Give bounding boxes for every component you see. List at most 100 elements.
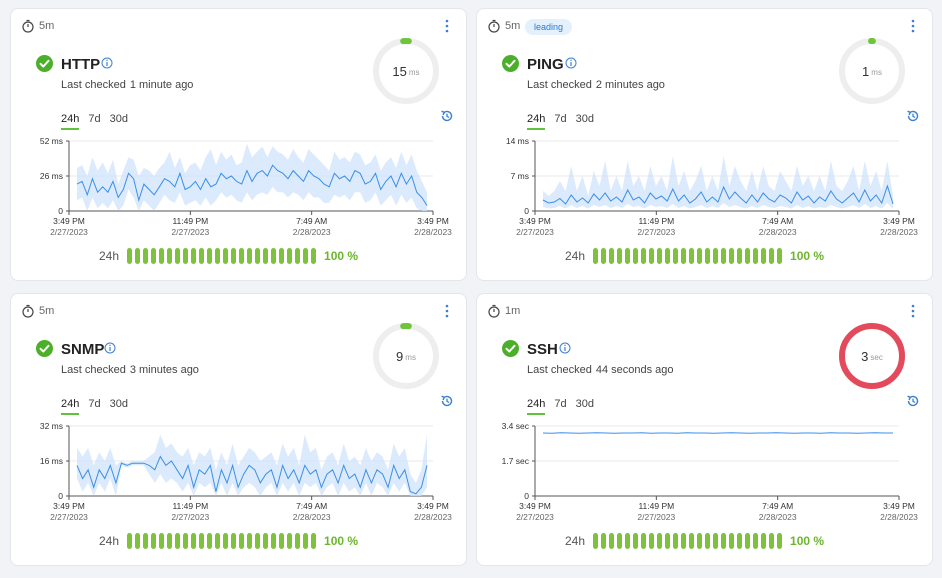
uptime-segment[interactable]: [665, 533, 671, 549]
tab-7d[interactable]: 7d: [554, 113, 567, 125]
uptime-segment[interactable]: [721, 533, 727, 549]
uptime-segment[interactable]: [617, 533, 623, 549]
uptime-segment[interactable]: [649, 533, 655, 549]
more-menu-icon[interactable]: [441, 17, 453, 35]
uptime-segment[interactable]: [593, 533, 599, 549]
uptime-segment[interactable]: [263, 248, 269, 264]
uptime-segment[interactable]: [215, 533, 221, 549]
tab-24h[interactable]: 24h: [527, 113, 546, 130]
uptime-segment[interactable]: [279, 533, 285, 549]
uptime-segment[interactable]: [673, 248, 679, 264]
uptime-segment[interactable]: [271, 248, 277, 264]
uptime-segment[interactable]: [295, 533, 301, 549]
uptime-segment[interactable]: [303, 533, 309, 549]
history-icon[interactable]: [440, 394, 454, 413]
uptime-segment[interactable]: [705, 533, 711, 549]
uptime-segment[interactable]: [609, 248, 615, 264]
uptime-segment[interactable]: [295, 248, 301, 264]
uptime-segment[interactable]: [199, 248, 205, 264]
uptime-segment[interactable]: [175, 248, 181, 264]
uptime-segment[interactable]: [175, 533, 181, 549]
uptime-segment[interactable]: [705, 248, 711, 264]
uptime-segment[interactable]: [721, 248, 727, 264]
uptime-segment[interactable]: [713, 533, 719, 549]
uptime-segment[interactable]: [769, 248, 775, 264]
uptime-segment[interactable]: [633, 248, 639, 264]
uptime-segment[interactable]: [183, 533, 189, 549]
uptime-segment[interactable]: [143, 248, 149, 264]
more-menu-icon[interactable]: [907, 302, 919, 320]
uptime-segment[interactable]: [665, 248, 671, 264]
uptime-segment[interactable]: [231, 533, 237, 549]
uptime-segment[interactable]: [753, 533, 759, 549]
uptime-segment[interactable]: [167, 533, 173, 549]
uptime-segment[interactable]: [183, 248, 189, 264]
uptime-segment[interactable]: [737, 533, 743, 549]
uptime-segment[interactable]: [311, 533, 317, 549]
uptime-segment[interactable]: [649, 248, 655, 264]
uptime-segment[interactable]: [673, 533, 679, 549]
uptime-segment[interactable]: [159, 248, 165, 264]
tab-24h[interactable]: 24h: [527, 398, 546, 415]
uptime-segment[interactable]: [593, 248, 599, 264]
uptime-segment[interactable]: [689, 533, 695, 549]
uptime-segment[interactable]: [681, 248, 687, 264]
uptime-segment[interactable]: [657, 533, 663, 549]
uptime-segment[interactable]: [761, 248, 767, 264]
uptime-segment[interactable]: [191, 248, 197, 264]
tab-30d[interactable]: 30d: [109, 398, 128, 410]
uptime-segment[interactable]: [641, 533, 647, 549]
uptime-segment[interactable]: [609, 533, 615, 549]
uptime-segment[interactable]: [135, 533, 141, 549]
uptime-segment[interactable]: [159, 533, 165, 549]
uptime-segment[interactable]: [247, 248, 253, 264]
uptime-segment[interactable]: [697, 533, 703, 549]
uptime-segment[interactable]: [127, 533, 133, 549]
uptime-segment[interactable]: [617, 248, 623, 264]
uptime-segment[interactable]: [255, 533, 261, 549]
uptime-segment[interactable]: [127, 248, 133, 264]
more-menu-icon[interactable]: [907, 17, 919, 35]
info-icon[interactable]: [101, 56, 113, 74]
uptime-segment[interactable]: [761, 533, 767, 549]
history-icon[interactable]: [906, 394, 920, 413]
uptime-segment[interactable]: [633, 533, 639, 549]
uptime-segment[interactable]: [769, 533, 775, 549]
uptime-segment[interactable]: [601, 533, 607, 549]
uptime-segment[interactable]: [223, 533, 229, 549]
tab-7d[interactable]: 7d: [88, 398, 101, 410]
uptime-segment[interactable]: [239, 248, 245, 264]
uptime-segment[interactable]: [303, 248, 309, 264]
uptime-segment[interactable]: [247, 533, 253, 549]
info-icon[interactable]: [565, 56, 577, 74]
tab-30d[interactable]: 30d: [109, 113, 128, 125]
info-icon[interactable]: [559, 341, 571, 359]
uptime-segment[interactable]: [207, 248, 213, 264]
uptime-segment[interactable]: [745, 248, 751, 264]
tab-7d[interactable]: 7d: [88, 113, 101, 125]
uptime-segment[interactable]: [777, 533, 783, 549]
tab-24h[interactable]: 24h: [61, 113, 80, 130]
uptime-segment[interactable]: [215, 248, 221, 264]
uptime-segment[interactable]: [729, 533, 735, 549]
uptime-segment[interactable]: [745, 533, 751, 549]
info-icon[interactable]: [104, 341, 116, 359]
uptime-segment[interactable]: [777, 248, 783, 264]
uptime-segment[interactable]: [641, 248, 647, 264]
uptime-segment[interactable]: [239, 533, 245, 549]
uptime-segment[interactable]: [697, 248, 703, 264]
uptime-segment[interactable]: [231, 248, 237, 264]
uptime-segment[interactable]: [681, 533, 687, 549]
uptime-segment[interactable]: [135, 248, 141, 264]
uptime-segment[interactable]: [167, 248, 173, 264]
uptime-segment[interactable]: [207, 533, 213, 549]
history-icon[interactable]: [440, 109, 454, 128]
uptime-segment[interactable]: [151, 248, 157, 264]
uptime-segment[interactable]: [271, 533, 277, 549]
uptime-segment[interactable]: [689, 248, 695, 264]
uptime-segment[interactable]: [729, 248, 735, 264]
history-icon[interactable]: [906, 109, 920, 128]
uptime-segment[interactable]: [657, 248, 663, 264]
uptime-segment[interactable]: [601, 248, 607, 264]
uptime-segment[interactable]: [713, 248, 719, 264]
